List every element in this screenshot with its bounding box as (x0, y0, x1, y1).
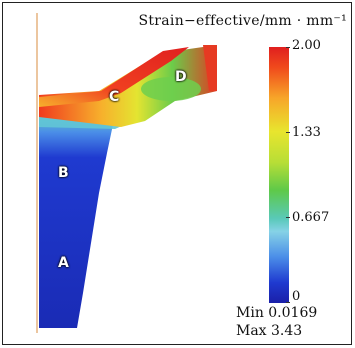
tick-label-133: 1.33 (292, 125, 321, 140)
shaft-region (39, 115, 115, 328)
high-strain-strip (39, 47, 189, 107)
min-value-text: Min 0.0169 (236, 305, 318, 321)
tick-label-0: 0 (292, 289, 301, 304)
tick-label-2: 2.00 (292, 38, 321, 53)
region-label-a: A (58, 255, 69, 271)
region-label-c: C (109, 89, 120, 105)
legend-title: Strain−effective/mm · mm⁻¹ (138, 13, 347, 29)
figure-frame: A B C D Strain−effective/mm · mm⁻¹ 2.00 … (2, 2, 352, 345)
max-value-text: Max 3.43 (236, 323, 303, 339)
color-scale-bar (269, 47, 289, 303)
tick-label-0667: 0.667 (292, 210, 330, 225)
region-label-d: D (175, 69, 187, 85)
strain-contour-plot (36, 13, 217, 333)
tick-mark-mid (286, 217, 290, 218)
flange-edge (203, 45, 217, 91)
tick-mark-high (286, 132, 290, 133)
tick-mark-min (286, 302, 290, 303)
tick-mark-max (286, 47, 290, 48)
region-label-b: B (58, 165, 69, 181)
low-strain-core (141, 77, 201, 101)
